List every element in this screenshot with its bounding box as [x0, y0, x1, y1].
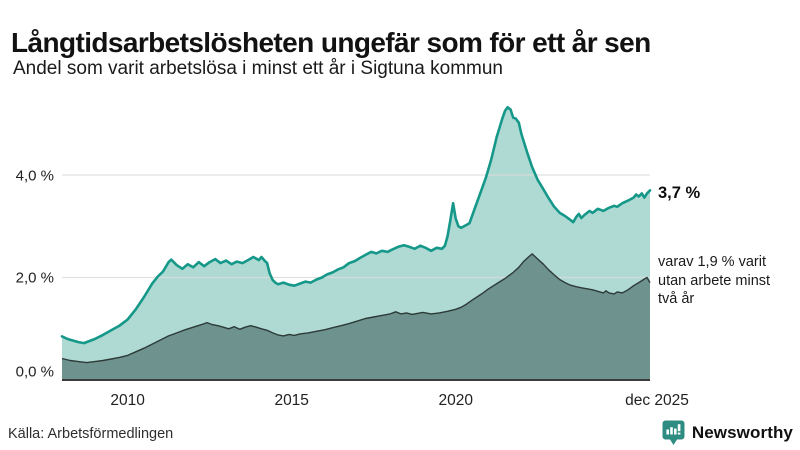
- latest-value-annotation: 3,7 %: [658, 184, 701, 202]
- y-tick-label: 0,0 %: [15, 363, 54, 381]
- x-tick-label: 2015: [274, 392, 309, 409]
- newsworthy-logo[interactable]: Newsworthy: [662, 420, 793, 446]
- two-year-annotation: varav 1,9 % varit utan arbete minst två …: [658, 254, 771, 308]
- page-title: Långtidsarbetslösheten ungefär som för e…: [11, 26, 651, 58]
- series-line-two-year: [61, 253, 651, 364]
- newsworthy-bubble-chart-icon: [662, 420, 685, 445]
- x-tick-label: 2010: [110, 392, 145, 409]
- y-tick-label: 4,0 %: [15, 167, 54, 184]
- y-tick-label: 2,0 %: [15, 269, 54, 287]
- chart-subtitle: Andel som varit arbetslösa i minst ett å…: [13, 58, 503, 79]
- brand-name: Newsworthy: [691, 423, 793, 442]
- x-tick-label: dec 2025: [625, 392, 689, 409]
- source-caption: Källa: Arbetsförmedlingen: [8, 426, 174, 442]
- series-area-two-year: [62, 253, 650, 380]
- series-line-total: [60, 106, 652, 345]
- x-tick-label: 2020: [438, 392, 473, 409]
